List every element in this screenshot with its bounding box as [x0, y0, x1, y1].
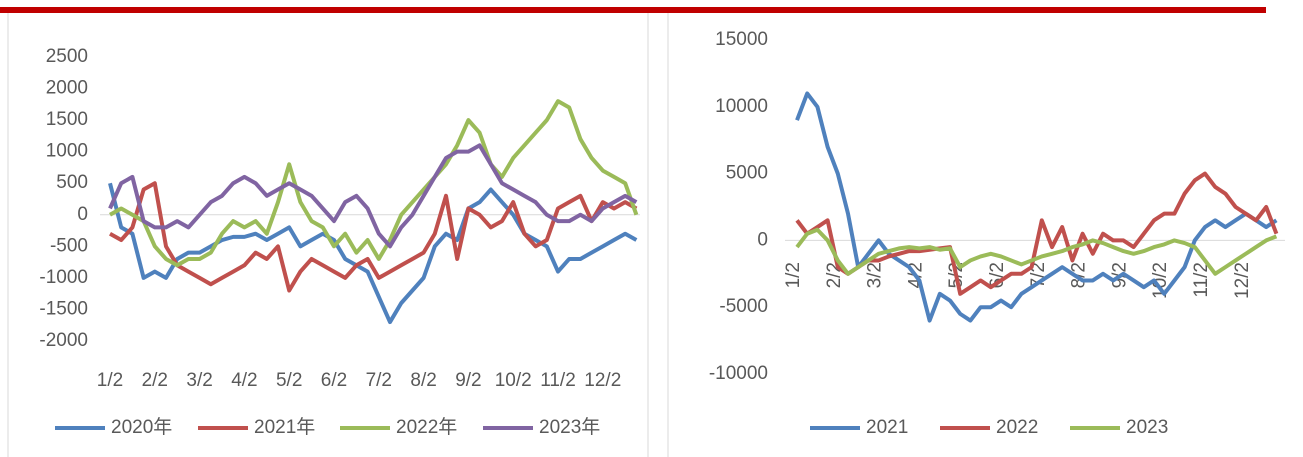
y-tick-label: 2000 — [46, 78, 88, 99]
y-tick-label: -1500 — [39, 298, 88, 319]
y-tick-label: 5000 — [726, 163, 768, 184]
y-tick-label: 0 — [757, 229, 768, 250]
x-tick-label: 11/2 — [1191, 262, 1212, 298]
x-tick-label: 5/2 — [276, 370, 302, 391]
x-tick-label: 4/2 — [231, 370, 257, 391]
x-tick-label: 6/2 — [987, 262, 1008, 288]
x-tick-label: 2/2 — [142, 370, 168, 391]
y-tick-label: -2000 — [39, 330, 88, 351]
x-tick-label: 12/2 — [1232, 262, 1253, 299]
x-tick-label: 9/2 — [455, 370, 481, 391]
y-tick-label: 1000 — [46, 141, 88, 162]
legend-label: 2021 — [866, 417, 908, 438]
y-tick-label: 2500 — [46, 46, 88, 67]
series-line — [795, 171, 1279, 296]
y-tick-label: -5000 — [719, 296, 768, 317]
x-tick-label: 8/2 — [410, 370, 436, 391]
series-line — [795, 91, 1278, 323]
top-bar — [0, 7, 1266, 13]
series-line — [109, 181, 638, 293]
series-line — [108, 182, 638, 325]
legend-label: 2022年 — [396, 416, 457, 438]
legend-label: 2023 — [1126, 417, 1168, 438]
x-tick-label: 1/2 — [97, 370, 123, 391]
x-tick-label: 1/2 — [783, 262, 804, 288]
x-tick-label: 7/2 — [366, 370, 392, 391]
x-tick-label: 11/2 — [540, 370, 576, 391]
series-line — [108, 143, 638, 249]
series-line — [795, 227, 1278, 276]
y-tick-label: 15000 — [715, 29, 768, 50]
y-tick-label: -1000 — [39, 267, 88, 288]
y-tick-label: -500 — [50, 235, 88, 256]
y-tick-label: 10000 — [715, 96, 768, 117]
x-tick-label: 3/2 — [186, 370, 212, 391]
x-tick-label: 10/2 — [495, 370, 532, 391]
x-tick-label: 6/2 — [321, 370, 347, 391]
legend-label: 2021年 — [254, 416, 315, 438]
legend-label: 2022 — [996, 417, 1038, 438]
y-tick-label: 1500 — [46, 109, 88, 130]
x-tick-label: 7/2 — [1028, 262, 1049, 288]
y-tick-label: 0 — [77, 204, 88, 225]
x-tick-label: 3/2 — [865, 262, 886, 288]
legend-label: 2023年 — [539, 416, 600, 438]
x-tick-label: 12/2 — [584, 370, 621, 391]
y-tick-label: 500 — [56, 172, 88, 193]
series-line — [109, 99, 639, 268]
y-tick-label: -10000 — [709, 363, 768, 384]
legend-label: 2020年 — [111, 416, 172, 438]
